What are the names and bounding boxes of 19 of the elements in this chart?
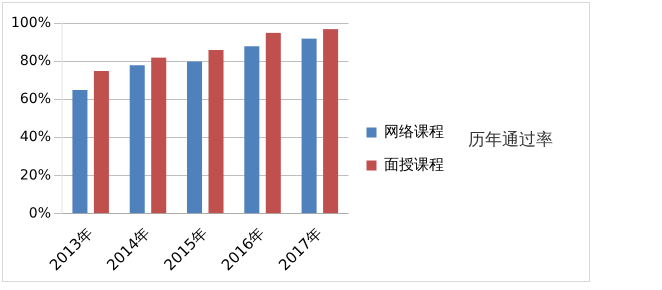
text: 历年通过率 [468, 129, 553, 151]
legend-label: 面授课程 [384, 155, 444, 174]
bar [72, 90, 88, 214]
bar [130, 65, 145, 214]
legend-label: 网络课程 [384, 122, 444, 140]
y-tick-label: 60% [20, 91, 52, 108]
y-tick-label: 40% [20, 129, 52, 146]
bar [244, 46, 260, 214]
bar [266, 32, 281, 214]
bar [151, 58, 166, 214]
bar [94, 70, 109, 214]
bar [302, 38, 317, 214]
y-tick-label: 100% [10, 15, 52, 32]
y-tick-label: 80% [20, 53, 52, 70]
bar [323, 29, 338, 214]
bar [208, 50, 224, 214]
y-tick-label: 20% [20, 167, 52, 184]
y-tick-label: 0% [28, 205, 52, 222]
bar [187, 61, 202, 214]
